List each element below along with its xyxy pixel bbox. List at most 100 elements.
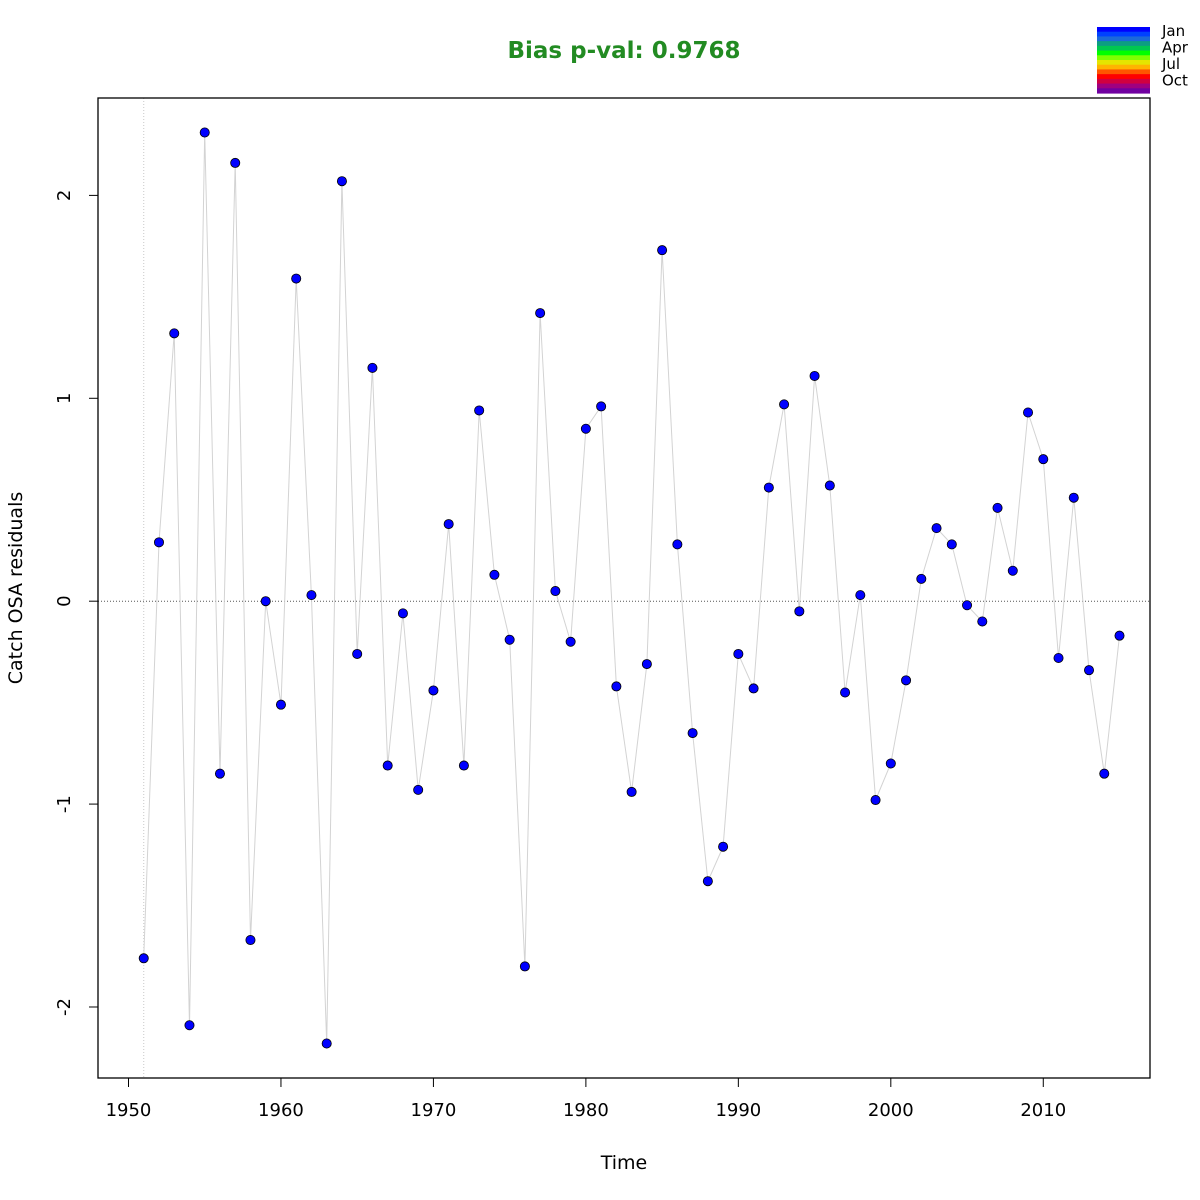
- legend-color-swatch: [1097, 41, 1150, 47]
- data-point: [1068, 492, 1079, 503]
- data-point: [718, 841, 729, 852]
- data-point: [413, 784, 424, 795]
- x-tick-label: 1980: [563, 1100, 609, 1121]
- data-point: [870, 795, 881, 806]
- data-point: [428, 685, 439, 696]
- data-point: [275, 699, 286, 710]
- y-tick-label: 2: [54, 190, 75, 201]
- data-point: [443, 519, 454, 530]
- data-point: [199, 127, 210, 138]
- x-tick-label: 1960: [258, 1100, 304, 1121]
- legend-color-swatch: [1097, 50, 1150, 56]
- legend-color-swatch: [1097, 78, 1150, 85]
- data-point: [565, 636, 576, 647]
- legend-color-swatch: [1097, 69, 1150, 75]
- legend-color-swatch: [1097, 64, 1150, 71]
- data-point: [763, 482, 774, 493]
- legend-color-swatch: [1097, 45, 1150, 52]
- legend-color-swatch: [1097, 55, 1150, 61]
- data-point: [977, 616, 988, 627]
- data-point: [748, 683, 759, 694]
- y-tick-label: 0: [54, 595, 75, 606]
- x-tick-label: 1970: [411, 1100, 457, 1121]
- legend-color-swatch: [1097, 31, 1150, 38]
- data-point: [657, 245, 668, 256]
- x-axis-label: Time: [600, 1152, 648, 1174]
- data-point: [153, 537, 164, 548]
- legend-color-swatch: [1097, 36, 1150, 42]
- legend-label: Jul: [1161, 55, 1180, 73]
- data-point: [535, 308, 546, 319]
- data-point: [946, 539, 957, 550]
- data-point: [824, 480, 835, 491]
- x-tick-label: 2000: [868, 1100, 914, 1121]
- data-point: [855, 590, 866, 601]
- data-point: [779, 399, 790, 410]
- data-point: [519, 961, 530, 972]
- data-point: [458, 760, 469, 771]
- data-point: [840, 687, 851, 698]
- x-tick-label: 2010: [1020, 1100, 1066, 1121]
- data-point: [336, 176, 347, 187]
- legend-label: Apr: [1162, 39, 1189, 57]
- data-point: [352, 648, 363, 659]
- data-point: [962, 600, 973, 611]
- data-point: [931, 523, 942, 534]
- data-point: [809, 370, 820, 381]
- legend-label: Oct: [1162, 72, 1188, 90]
- data-point: [626, 786, 637, 797]
- data-point: [885, 758, 896, 769]
- legend-color-swatch: [1097, 60, 1150, 66]
- data-point: [138, 953, 149, 964]
- legend-color-swatch: [1097, 83, 1150, 89]
- data-point: [1114, 630, 1125, 641]
- data-point: [611, 681, 622, 692]
- data-point: [992, 502, 1003, 513]
- data-point: [397, 608, 408, 619]
- data-point: [306, 590, 317, 601]
- legend-label: Jan: [1161, 22, 1185, 40]
- data-point: [291, 273, 302, 284]
- y-axis-label: Catch OSA residuals: [5, 492, 27, 684]
- data-point: [794, 606, 805, 617]
- data-point: [580, 423, 591, 434]
- y-tick-label: 1: [54, 393, 75, 404]
- data-point: [1099, 768, 1110, 779]
- y-tick-label: -2: [54, 998, 75, 1016]
- legend-color-swatch: [1097, 74, 1150, 80]
- data-point: [1084, 665, 1095, 676]
- data-point: [1007, 565, 1018, 576]
- x-axis: 1950 1960 1970 1980 1990 2000 2010: [106, 1077, 1066, 1121]
- data-point: [184, 1020, 195, 1031]
- chart-title: Bias p-val: 0.9768: [508, 38, 741, 64]
- data-point: [169, 328, 180, 339]
- data-point: [916, 573, 927, 584]
- data-point: [245, 935, 256, 946]
- data-point: [901, 675, 912, 686]
- data-point: [367, 362, 378, 373]
- data-point: [474, 405, 485, 416]
- data-point: [382, 760, 393, 771]
- data-point: [1053, 653, 1064, 664]
- data-point: [214, 768, 225, 779]
- data-point: [260, 596, 271, 607]
- x-tick-label: 1990: [715, 1100, 761, 1121]
- data-point: [1038, 454, 1049, 465]
- data-point: [1023, 407, 1034, 418]
- y-axis: -2 -1 0 1 2: [54, 190, 99, 1016]
- data-point: [230, 157, 241, 168]
- data-point: [702, 876, 713, 887]
- legend-color-swatch: [1097, 27, 1150, 33]
- plot-area: [98, 98, 1150, 1078]
- data-point: [321, 1038, 332, 1049]
- data-point: [596, 401, 607, 412]
- data-point: [489, 569, 500, 580]
- data-point: [550, 586, 561, 597]
- data-point: [687, 728, 698, 739]
- y-tick-label: -1: [54, 795, 75, 813]
- data-point: [504, 634, 515, 645]
- x-tick-label: 1950: [106, 1100, 152, 1121]
